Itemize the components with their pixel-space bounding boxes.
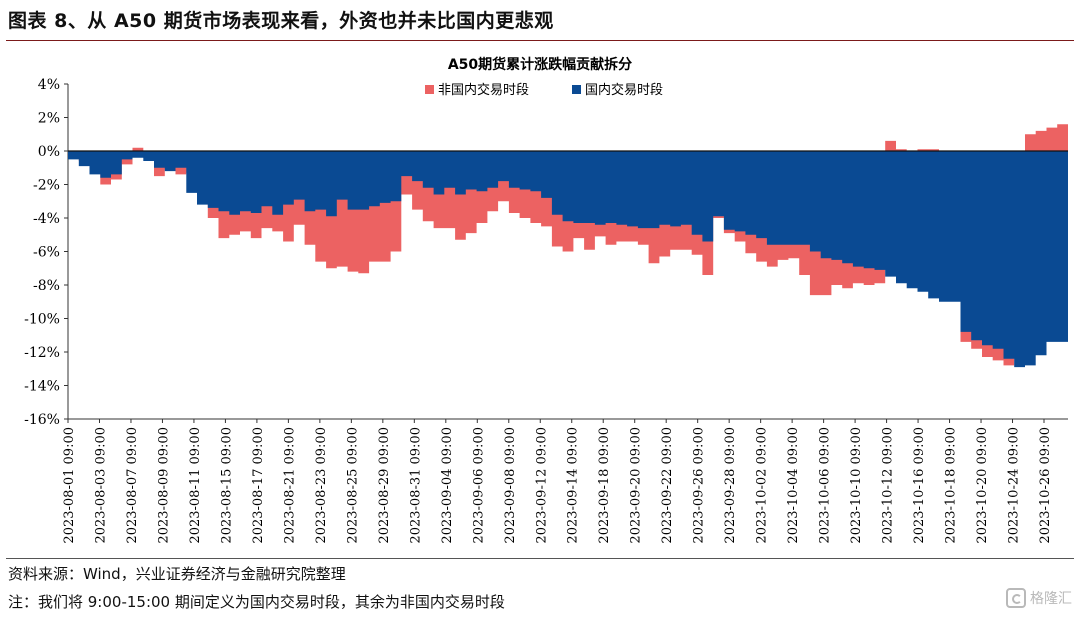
chart-title: A50期货累计涨跌幅贡献拆分 bbox=[448, 56, 632, 73]
x-tick-label: 2023-10-20 09:00 bbox=[975, 427, 990, 544]
watermark-logo-icon bbox=[1006, 588, 1026, 608]
footer-rule bbox=[6, 558, 1074, 559]
x-tick-label: 2023-09-18 09:00 bbox=[597, 427, 612, 544]
x-tick-label: 2023-08-07 09:00 bbox=[125, 427, 140, 544]
x-tick-label: 2023-09-22 09:00 bbox=[660, 427, 675, 544]
x-tick-label: 2023-09-20 09:00 bbox=[629, 427, 644, 544]
x-tick-label: 2023-09-14 09:00 bbox=[566, 427, 581, 544]
x-tick-label: 2023-10-06 09:00 bbox=[818, 427, 833, 544]
watermark-text: 格隆汇 bbox=[1030, 591, 1072, 607]
title-rule bbox=[6, 40, 1074, 41]
x-tick-label: 2023-09-04 09:00 bbox=[440, 427, 455, 544]
y-tick-label: 2% bbox=[38, 111, 60, 127]
x-tick-label: 2023-10-18 09:00 bbox=[944, 427, 959, 544]
x-tick-label: 2023-10-04 09:00 bbox=[786, 427, 801, 544]
legend-swatch bbox=[572, 85, 581, 94]
y-tick-label: -14% bbox=[24, 379, 60, 395]
watermark: 格隆汇 bbox=[1006, 588, 1072, 608]
y-tick-label: -6% bbox=[33, 245, 60, 261]
contribution-area-chart: A50期货累计涨跌幅贡献拆分 非国内交易时段 国内交易时段 4% 2% 0% -2% -4… bbox=[24, 56, 1068, 544]
legend-label: 国内交易时段 bbox=[585, 82, 663, 98]
x-tick-label: 2023-08-25 09:00 bbox=[345, 427, 360, 544]
x-tick-label: 2023-10-10 09:00 bbox=[849, 427, 864, 544]
y-tick-label: -12% bbox=[24, 345, 60, 361]
y-tick-label: -2% bbox=[33, 178, 60, 194]
x-tick-label: 2023-09-26 09:00 bbox=[692, 427, 707, 544]
legend-label: 非国内交易时段 bbox=[438, 82, 529, 98]
y-axis: 4% 2% 0% -2% -4% -6% -8% -10% -12% -14% -16% bbox=[24, 77, 69, 428]
x-tick-label: 2023-10-12 09:00 bbox=[881, 427, 896, 544]
x-tick-label: 2023-08-09 09:00 bbox=[156, 427, 171, 544]
x-tick-label: 2023-09-08 09:00 bbox=[503, 427, 518, 544]
source-note: 资料来源：Wind，兴业证券经济与金融研究院整理 bbox=[8, 565, 346, 583]
legend-swatch bbox=[425, 85, 434, 94]
x-tick-label: 2023-10-26 09:00 bbox=[1038, 427, 1053, 544]
x-tick-label: 2023-08-17 09:00 bbox=[251, 427, 266, 544]
x-tick-label: 2023-08-11 09:00 bbox=[188, 427, 203, 544]
y-tick-label: 4% bbox=[38, 77, 60, 93]
legend: 非国内交易时段 国内交易时段 bbox=[425, 82, 663, 98]
series-area bbox=[68, 151, 1068, 368]
y-tick-label: -16% bbox=[24, 412, 60, 428]
x-tick-label: 2023-10-24 09:00 bbox=[1007, 427, 1022, 544]
definition-note: 注：我们将 9:00-15:00 期间定义为国内交易时段，其余为非国内交易时段 bbox=[8, 593, 505, 611]
y-tick-label: -4% bbox=[33, 211, 60, 227]
x-tick-label: 2023-09-28 09:00 bbox=[723, 427, 738, 544]
chart-container: A50期货累计涨跌幅贡献拆分 非国内交易时段 国内交易时段 4% 2% 0% -2% -4… bbox=[0, 42, 1080, 557]
series-group bbox=[68, 124, 1068, 368]
x-tick-label: 2023-08-21 09:00 bbox=[282, 427, 297, 544]
x-tick-label: 2023-10-02 09:00 bbox=[755, 427, 770, 544]
y-tick-label: 0% bbox=[38, 144, 60, 160]
y-tick-label: -8% bbox=[33, 278, 60, 294]
x-tick-label: 2023-10-16 09:00 bbox=[912, 427, 927, 544]
x-tick-label: 2023-08-15 09:00 bbox=[219, 427, 234, 544]
x-tick-label: 2023-08-01 09:00 bbox=[62, 427, 77, 544]
x-tick-label: 2023-08-23 09:00 bbox=[314, 427, 329, 544]
x-tick-label: 2023-08-03 09:00 bbox=[93, 427, 108, 544]
y-tick-label: -10% bbox=[24, 312, 60, 328]
x-tick-label: 2023-09-12 09:00 bbox=[534, 427, 549, 544]
x-tick-label: 2023-09-06 09:00 bbox=[471, 427, 486, 544]
x-tick-label: 2023-08-29 09:00 bbox=[377, 427, 392, 544]
x-axis: 2023-08-01 09:00 2023-08-03 09:00 2023-08-… bbox=[62, 418, 1068, 544]
figure-title: 图表 8、从 A50 期货市场表现来看，外资也并未比国内更悲观 bbox=[8, 10, 554, 32]
x-tick-label: 2023-08-31 09:00 bbox=[408, 427, 423, 544]
